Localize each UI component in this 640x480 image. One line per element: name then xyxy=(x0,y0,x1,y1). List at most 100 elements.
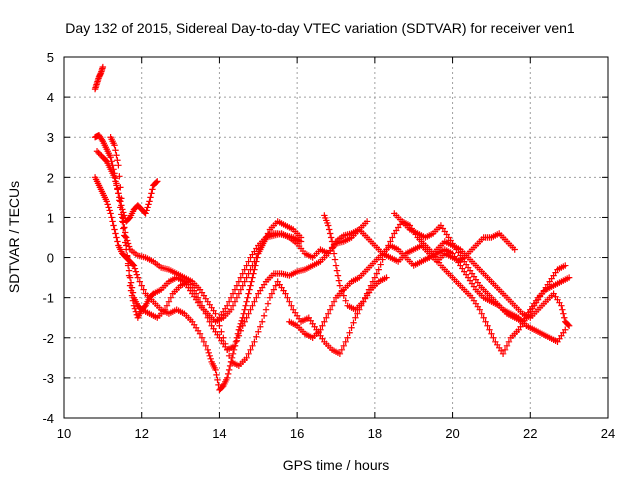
plus-marker xyxy=(119,214,126,221)
plus-marker xyxy=(232,338,240,345)
plus-marker xyxy=(103,198,110,205)
plus-marker xyxy=(202,310,210,317)
plus-marker xyxy=(192,290,200,297)
plus-marker xyxy=(334,272,342,279)
plus-marker xyxy=(560,310,567,317)
plot-frame xyxy=(63,56,609,419)
plus-marker xyxy=(377,261,384,268)
plus-marker xyxy=(329,244,337,251)
plus-marker xyxy=(499,350,507,358)
plus-marker xyxy=(133,271,141,278)
plus-marker xyxy=(109,218,116,225)
plus-marker xyxy=(360,298,367,305)
plus-marker xyxy=(270,286,278,293)
y-tick-label: 5 xyxy=(47,50,54,65)
plus-marker xyxy=(213,371,220,379)
plus-marker xyxy=(198,302,206,309)
plus-marker xyxy=(326,230,334,237)
plus-marker xyxy=(264,300,272,307)
plus-marker xyxy=(202,342,210,349)
plus-marker xyxy=(558,302,565,309)
plus-marker xyxy=(107,154,114,161)
plus-marker xyxy=(121,224,128,231)
plus-marker xyxy=(326,306,334,313)
plus-marker xyxy=(381,251,388,258)
plus-marker xyxy=(476,306,483,313)
plus-marker xyxy=(142,210,149,217)
plus-marker xyxy=(131,265,139,272)
plus-marker xyxy=(167,294,175,301)
plus-marker xyxy=(235,290,243,297)
plus-marker xyxy=(248,278,255,285)
plus-marker xyxy=(331,256,339,263)
series-arc-a xyxy=(91,63,107,93)
y-tick-label: -4 xyxy=(42,411,54,426)
plus-marker xyxy=(482,318,489,325)
plus-marker xyxy=(340,292,347,299)
plus-marker xyxy=(342,297,349,304)
plus-marker xyxy=(330,250,338,257)
plus-marker xyxy=(123,237,131,244)
plus-marker xyxy=(239,270,246,277)
plus-marker xyxy=(253,294,260,301)
plus-marker xyxy=(131,305,139,312)
plus-marker xyxy=(235,278,243,285)
plus-marker xyxy=(165,298,173,305)
plus-marker xyxy=(218,328,225,335)
plus-marker xyxy=(245,290,252,297)
plus-marker xyxy=(116,173,123,180)
plus-marker xyxy=(335,277,343,284)
y-tick-label: -1 xyxy=(42,291,54,306)
plus-marker xyxy=(206,352,213,360)
plus-marker xyxy=(486,326,493,333)
x-tick-label: 22 xyxy=(523,426,537,441)
plus-marker xyxy=(363,218,371,225)
plus-marker xyxy=(562,326,569,333)
plus-marker xyxy=(241,266,248,273)
plus-marker xyxy=(363,290,371,297)
plus-marker xyxy=(196,298,204,305)
series-arc-j xyxy=(391,210,569,345)
plus-marker xyxy=(282,290,289,297)
plus-marker xyxy=(336,282,344,289)
plus-marker xyxy=(204,314,211,321)
plus-marker xyxy=(242,302,249,309)
plus-marker xyxy=(118,195,125,202)
plus-marker xyxy=(132,268,140,275)
plus-marker xyxy=(326,226,333,233)
plus-marker xyxy=(111,142,118,149)
plus-marker xyxy=(99,63,107,71)
plus-marker xyxy=(224,374,231,382)
plus-marker xyxy=(196,330,204,337)
plus-marker xyxy=(565,274,573,281)
plus-marker xyxy=(198,334,206,341)
plus-marker xyxy=(478,310,485,317)
plus-marker xyxy=(120,219,127,226)
plus-marker xyxy=(212,366,219,374)
plus-marker xyxy=(245,350,252,358)
plus-marker xyxy=(352,314,359,321)
plus-marker xyxy=(225,366,233,374)
x-axis-title: GPS time / hours xyxy=(283,457,390,473)
plus-marker xyxy=(383,274,390,281)
plus-marker xyxy=(247,306,254,313)
plus-marker xyxy=(505,338,513,345)
plus-marker xyxy=(371,274,379,281)
y-tick-label: -2 xyxy=(42,331,54,346)
plus-marker xyxy=(559,306,566,313)
plus-marker xyxy=(239,282,246,289)
plus-marker xyxy=(323,314,330,321)
plus-marker xyxy=(138,282,145,289)
plus-marker xyxy=(115,162,122,169)
plus-marker xyxy=(140,286,147,293)
x-tick-label: 10 xyxy=(57,426,71,441)
plus-marker xyxy=(262,306,270,313)
plus-marker xyxy=(111,174,118,181)
plus-marker xyxy=(123,252,131,259)
plus-marker xyxy=(243,354,250,362)
plus-marker xyxy=(385,242,392,249)
plus-marker xyxy=(113,234,120,241)
plus-marker xyxy=(128,292,136,299)
plus-marker xyxy=(241,278,248,285)
series-arc-k xyxy=(426,238,573,329)
